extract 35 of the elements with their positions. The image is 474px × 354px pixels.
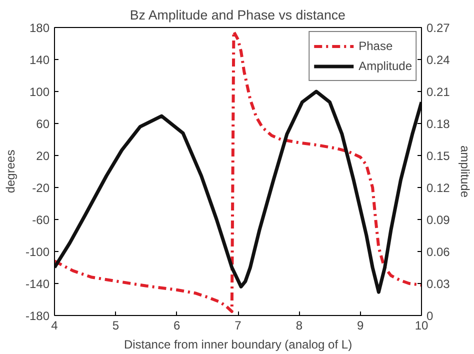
line-series [54,30,422,313]
y-tick-label: 60 [36,117,50,131]
x-axis-title: Distance from inner boundary (analog of L) [124,338,352,352]
y2-tick-label: 0.18 [426,117,450,131]
y-tick-label: 100 [29,85,50,99]
y-tick-label: -140 [25,277,50,291]
y-tick-label: -20 [32,181,50,195]
legend-label: Phase [358,39,393,53]
x-tick-label: 6 [173,318,180,332]
y2-tick-label: 0.27 [426,21,450,35]
y2-tick-label: 0.06 [426,245,450,259]
y2-tick-label: 0.24 [426,53,450,67]
x-tick-label: 10 [414,318,428,332]
y-tick-label: -100 [25,245,50,259]
x-tick-label: 8 [296,318,303,332]
y2-axis-title: amplitude [458,145,472,198]
legend-label: Amplitude [358,59,412,73]
x-tick-label: 9 [356,318,364,332]
x-tick-label: 5 [112,318,120,332]
x-tick-label: 7 [234,318,242,332]
chart-title: Bz Amplitude and Phase vs distance [130,8,346,22]
x-tick-label: 4 [51,318,58,332]
y2-tick-label: 0.15 [426,149,450,163]
line-series [54,90,422,294]
y-tick-label: 20 [36,149,50,163]
y-axis-title: degrees [3,150,18,194]
y-tick-label: 140 [29,53,50,67]
y2-tick-label: 0 [426,309,434,323]
y-tick-label: 180 [29,21,50,35]
y-tick-label: -180 [25,309,50,323]
y-tick-label: -60 [32,213,50,227]
y2-tick-label: 0.21 [426,85,450,99]
y2-tick-label: 0.03 [426,277,450,291]
y2-tick-label: 0.12 [426,181,450,195]
y2-tick-label: 0.09 [426,213,450,227]
